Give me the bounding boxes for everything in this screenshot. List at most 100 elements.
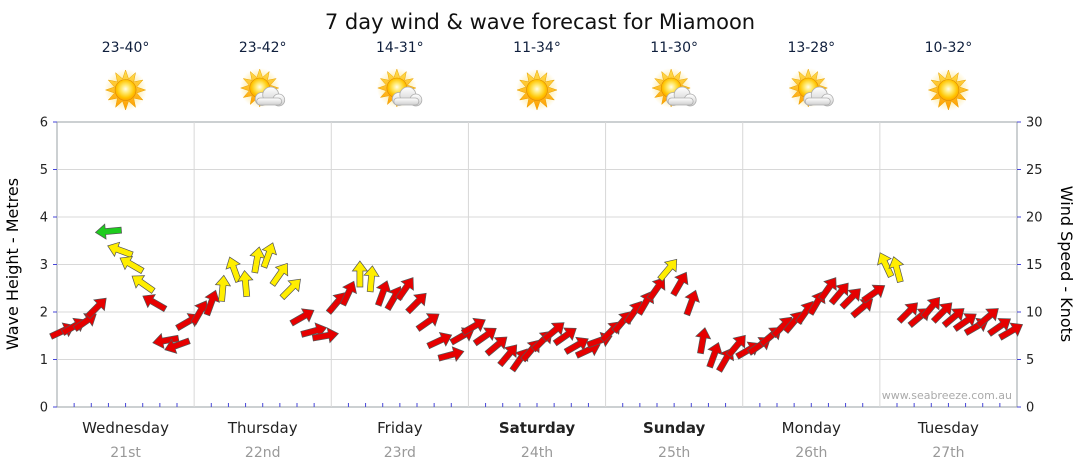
wind-arrow xyxy=(888,256,905,284)
wind-arrow xyxy=(405,292,427,315)
watermark: www.seabreeze.com.au xyxy=(882,389,1012,402)
wind-arrow xyxy=(695,327,712,355)
wind-arrow xyxy=(646,277,666,302)
wind-arrow xyxy=(552,327,577,347)
day-temp-range: 14-31° xyxy=(376,40,424,56)
wind-arrow xyxy=(670,271,689,297)
day-temp-range: 11-34° xyxy=(513,40,561,56)
sun-core xyxy=(526,79,548,101)
cloud-base xyxy=(667,97,694,106)
wind-arrow xyxy=(657,258,678,282)
wind-arrow xyxy=(998,322,1024,341)
y-right-tick-label: 0 xyxy=(1026,401,1034,416)
wind-arrow xyxy=(237,269,254,298)
day-name-label: Tuesday xyxy=(917,419,979,437)
y-left-tick-label: 6 xyxy=(40,116,48,131)
partly-cloudy-icon xyxy=(239,68,286,108)
wind-arrow xyxy=(706,342,723,369)
y-right-tick-label: 10 xyxy=(1026,306,1043,321)
wind-arrow xyxy=(563,336,589,355)
wind-arrow xyxy=(119,256,145,275)
partly-cloudy-icon xyxy=(376,68,423,108)
y-left-tick-label: 2 xyxy=(40,306,48,321)
wind-arrow xyxy=(861,284,886,304)
wind-arrow xyxy=(415,313,440,332)
cloud-glyph xyxy=(803,86,834,107)
wind-arrow xyxy=(941,308,965,328)
wind-arrow xyxy=(289,308,315,327)
wind-arrow xyxy=(94,223,122,240)
y-right-tick-label: 30 xyxy=(1026,116,1043,131)
wind-arrow xyxy=(877,252,895,279)
y-left-tick-label: 3 xyxy=(40,258,48,273)
wind-arrow xyxy=(269,262,289,287)
y-right-tick-label: 5 xyxy=(1026,353,1034,368)
wind-arrow xyxy=(437,346,465,363)
day-date-label: 23rd xyxy=(384,445,416,461)
plot-grid xyxy=(56,121,1018,408)
sunny-icon xyxy=(927,69,970,111)
sunny-icon xyxy=(516,69,558,111)
wind-arrow xyxy=(683,289,700,317)
wind-arrow xyxy=(249,246,266,274)
partly-cloudy-icon xyxy=(788,68,834,108)
wind-arrow xyxy=(484,336,508,357)
wind-arrow xyxy=(152,332,180,350)
wind-arrow xyxy=(395,277,414,302)
cloud-glyph xyxy=(254,86,286,107)
wind-arrow xyxy=(351,260,369,288)
y-right-tick-label: 25 xyxy=(1026,163,1043,178)
wind-arrow xyxy=(374,280,392,307)
day-headers: 23-40° 23-42° 14-31° 11-34° 11-30° 13-28° 10-3… xyxy=(102,40,973,111)
cloud-glyph xyxy=(391,86,423,107)
cloud-base xyxy=(256,97,283,106)
day-date-label: 21st xyxy=(110,445,141,461)
y-right-tick-label: 15 xyxy=(1026,258,1043,273)
left-axis-title: Wave Height - Metres xyxy=(3,178,22,350)
day-date-label: 26th xyxy=(795,445,827,461)
wind-arrow xyxy=(363,265,380,293)
sun-glyph xyxy=(516,69,558,111)
day-name-label: Saturday xyxy=(499,419,576,437)
wind-arrow xyxy=(817,277,837,302)
wind-arrow xyxy=(142,294,168,313)
axis-ticks xyxy=(53,121,1021,408)
day-name-label: Monday xyxy=(782,419,841,437)
day-temp-range: 10-32° xyxy=(925,40,973,56)
y-left-tick-label: 4 xyxy=(40,211,48,226)
day-name-label: Friday xyxy=(377,419,423,437)
wind-arrow xyxy=(426,331,453,350)
wind-arrow xyxy=(896,302,919,324)
wind-arrow xyxy=(952,313,977,332)
cloud-base xyxy=(393,97,420,106)
wind-arrow xyxy=(850,298,874,319)
day-temp-range: 13-28° xyxy=(787,40,835,56)
right-axis-title: Wind Speed - Knots xyxy=(1057,186,1076,342)
wind-arrow xyxy=(497,344,518,368)
cloud-glyph xyxy=(666,86,697,107)
partly-cloudy-icon xyxy=(651,68,697,108)
day-labels: Wednesday 21st Thursday 22nd Friday 23rd Satur… xyxy=(82,419,979,461)
axis-tick-labels: 0 1 2 3 4 5 6 0 5 10 15 20 25 30 xyxy=(40,116,1043,416)
day-date-label: 24th xyxy=(521,445,553,461)
day-date-label: 22nd xyxy=(245,445,281,461)
wind-arrow xyxy=(85,297,107,320)
day-name-label: Thursday xyxy=(227,419,298,437)
chart-title: 7 day wind & wave forecast for Miamoon xyxy=(325,10,755,34)
y-left-tick-label: 1 xyxy=(40,353,48,368)
wind-arrow xyxy=(976,308,999,328)
wind-arrow xyxy=(131,275,156,294)
day-name-label: Sunday xyxy=(643,419,706,437)
wind-arrows xyxy=(49,223,1024,373)
cloud-base xyxy=(804,97,831,106)
wind-arrow xyxy=(839,288,861,310)
sunny-icon xyxy=(104,69,147,111)
wind-arrow xyxy=(164,337,191,354)
day-date-label: 27th xyxy=(932,445,964,461)
wind-arrow xyxy=(203,289,220,317)
wind-arrow xyxy=(472,327,497,347)
y-left-tick-label: 5 xyxy=(40,163,48,178)
wind-arrow xyxy=(460,317,486,336)
